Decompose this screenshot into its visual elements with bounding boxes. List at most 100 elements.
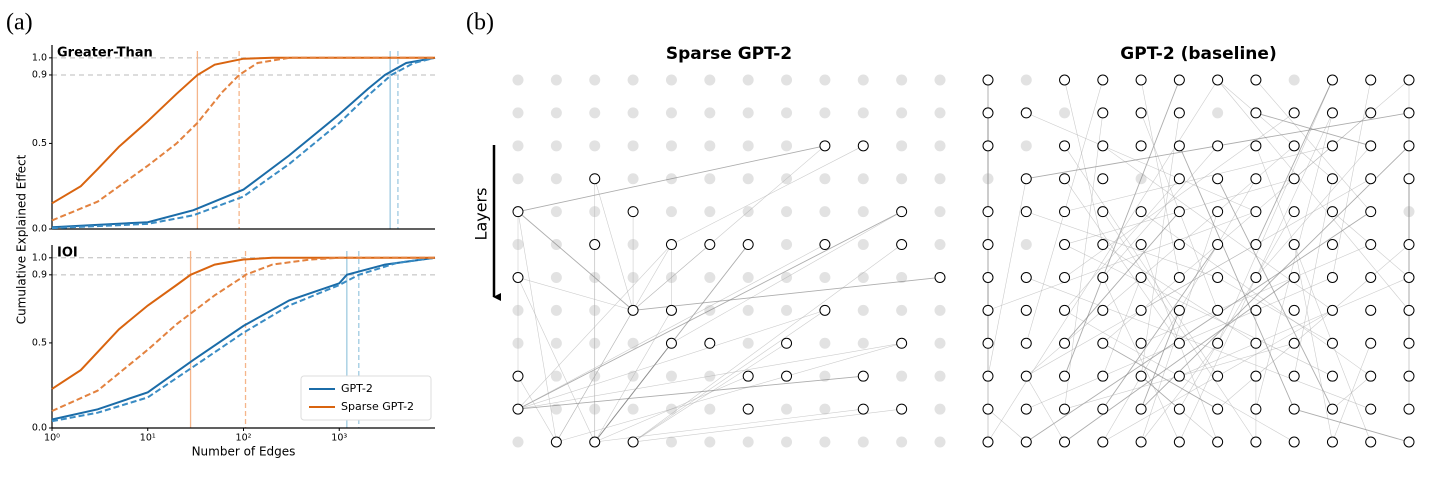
inactive-node — [550, 403, 562, 415]
active-node — [1365, 107, 1377, 119]
active-node — [1097, 206, 1109, 218]
edge — [1140, 244, 1371, 344]
active-node — [1288, 436, 1300, 448]
inactive-node — [512, 436, 524, 448]
active-node — [1403, 304, 1415, 316]
edge — [1217, 79, 1333, 344]
inactive-node — [665, 436, 677, 448]
active-node — [589, 173, 601, 185]
active-node — [1173, 239, 1185, 251]
inactive-node — [896, 370, 908, 382]
inactive-node — [857, 173, 869, 185]
active-node — [1365, 337, 1377, 349]
edge — [1179, 408, 1218, 443]
edge — [1140, 145, 1410, 410]
active-node — [1173, 74, 1185, 86]
x-axis-label: Number of Edges — [192, 445, 296, 459]
active-node — [1250, 436, 1262, 448]
active-node — [982, 140, 994, 152]
active-node — [1097, 140, 1109, 152]
active-node — [1212, 337, 1224, 349]
inactive-node — [819, 370, 831, 382]
inactive-node — [934, 370, 946, 382]
edge — [1332, 79, 1372, 278]
edge — [1102, 342, 1218, 410]
inactive-node — [934, 107, 946, 119]
y-tick-label: 0.0 — [32, 224, 47, 235]
active-node — [1326, 403, 1338, 415]
inactive-node — [896, 304, 908, 316]
edge — [517, 211, 902, 410]
series-line — [51, 56, 436, 230]
active-node — [1403, 370, 1415, 382]
active-node — [1135, 370, 1147, 382]
active-node — [1326, 304, 1338, 316]
active-node — [1135, 304, 1147, 316]
active-node — [1020, 206, 1032, 218]
active-node — [857, 140, 869, 152]
active-node — [1097, 74, 1109, 86]
edge — [517, 342, 902, 410]
edge — [517, 310, 826, 410]
active-node — [1173, 173, 1185, 185]
inactive-node — [781, 140, 793, 152]
active-node — [1020, 403, 1032, 415]
inactive-node — [1212, 107, 1224, 119]
edge — [987, 178, 1027, 377]
inactive-node — [934, 239, 946, 251]
edge — [1293, 178, 1333, 377]
series-line — [51, 56, 435, 205]
edge — [1026, 277, 1371, 410]
edge — [1102, 277, 1142, 377]
active-node — [896, 403, 908, 415]
active-node — [1250, 239, 1262, 251]
active-node — [1365, 140, 1377, 152]
active-node — [1288, 206, 1300, 218]
edge — [1140, 112, 1180, 377]
inactive-node — [742, 173, 754, 185]
inactive-node — [550, 140, 562, 152]
active-node — [1097, 107, 1109, 119]
active-node — [665, 304, 677, 316]
edge — [1064, 244, 1333, 377]
inactive-node — [742, 74, 754, 86]
inactive-node — [1020, 239, 1032, 251]
active-node — [1173, 304, 1185, 316]
active-node — [1250, 74, 1262, 86]
active-node — [665, 239, 677, 251]
inactive-node — [934, 403, 946, 415]
active-node — [1212, 173, 1224, 185]
inactive-node — [589, 74, 601, 86]
edge — [1102, 112, 1371, 344]
active-node — [1403, 271, 1415, 283]
inactive-node — [857, 206, 869, 218]
edge — [987, 408, 1027, 443]
active-node — [1097, 337, 1109, 349]
active-node — [1403, 140, 1415, 152]
edge — [1140, 310, 1180, 410]
active-node — [550, 436, 562, 448]
inactive-node — [627, 74, 639, 86]
inactive-node — [934, 206, 946, 218]
active-node — [1288, 337, 1300, 349]
edge — [1102, 244, 1257, 344]
active-node — [819, 304, 831, 316]
active-node — [1365, 304, 1377, 316]
active-node — [982, 107, 994, 119]
active-node — [1288, 370, 1300, 382]
active-node — [512, 370, 524, 382]
inactive-node — [704, 173, 716, 185]
active-node — [1212, 74, 1224, 86]
active-node — [1250, 271, 1262, 283]
inactive-node — [934, 337, 946, 349]
active-node — [896, 239, 908, 251]
edge — [1294, 408, 1410, 443]
active-node — [1365, 271, 1377, 283]
edge — [632, 244, 902, 443]
active-node — [1250, 173, 1262, 185]
edge — [671, 145, 864, 245]
active-node — [627, 304, 639, 316]
series-line — [51, 256, 435, 390]
inactive-node — [665, 206, 677, 218]
